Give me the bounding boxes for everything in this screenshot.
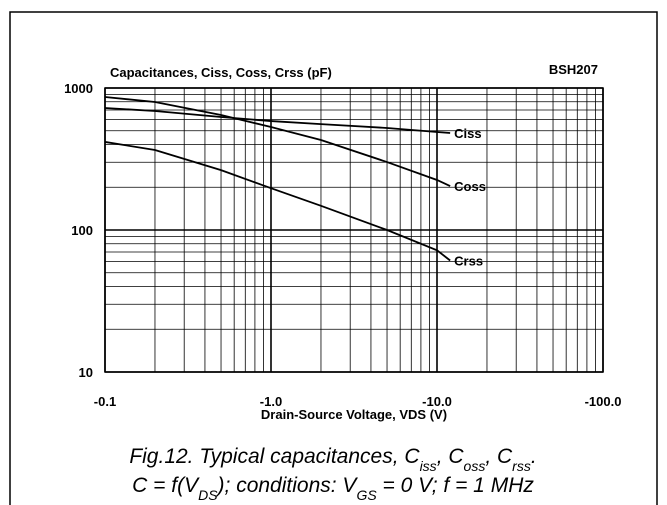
series-label: Ciss [454, 126, 481, 141]
frame [9, 11, 658, 505]
caption-text: Fig.12. Typical capacitances, C [129, 445, 420, 468]
caption-line: Fig.12. Typical capacitances, Ciss, Coss… [129, 445, 536, 474]
part-number: BSH207 [549, 62, 598, 77]
caption-text: . [531, 445, 537, 468]
caption-text: ); conditions: V [215, 474, 359, 497]
x-tick-label: -0.1 [94, 394, 116, 409]
y-tick-label: 100 [71, 223, 93, 238]
caption-text: , C [437, 445, 465, 468]
y-tick-label: 10 [79, 365, 93, 380]
x-axis-label: Drain-Source Voltage, VDS (V) [261, 407, 447, 422]
series-label: Coss [454, 179, 486, 194]
caption-subscript: iss [420, 458, 437, 474]
series-line [104, 96, 451, 187]
y-tick-label: 1000 [64, 81, 93, 96]
caption-text: C = f(V [132, 474, 200, 497]
x-tick-label: -10.0 [422, 394, 452, 409]
series-line [104, 107, 451, 134]
caption-line: C = f(VDS); conditions: VGS = 0 V; f = 1… [132, 474, 534, 503]
x-tick-label: -1.0 [260, 394, 282, 409]
series-line [104, 141, 451, 262]
caption-text: = 0 V; f = 1 MHz [377, 474, 535, 497]
caption-subscript: oss [464, 458, 486, 474]
chart-title: Capacitances, Ciss, Coss, Crss (pF) [110, 65, 332, 80]
caption-subscript: rss [512, 458, 531, 474]
caption-subscript: DS [198, 487, 218, 503]
caption-subscript: GS [356, 487, 377, 503]
caption-text: , C [485, 445, 513, 468]
series-label: Crss [454, 253, 483, 268]
x-tick-label: -100.0 [585, 394, 622, 409]
plot-border [104, 87, 604, 373]
